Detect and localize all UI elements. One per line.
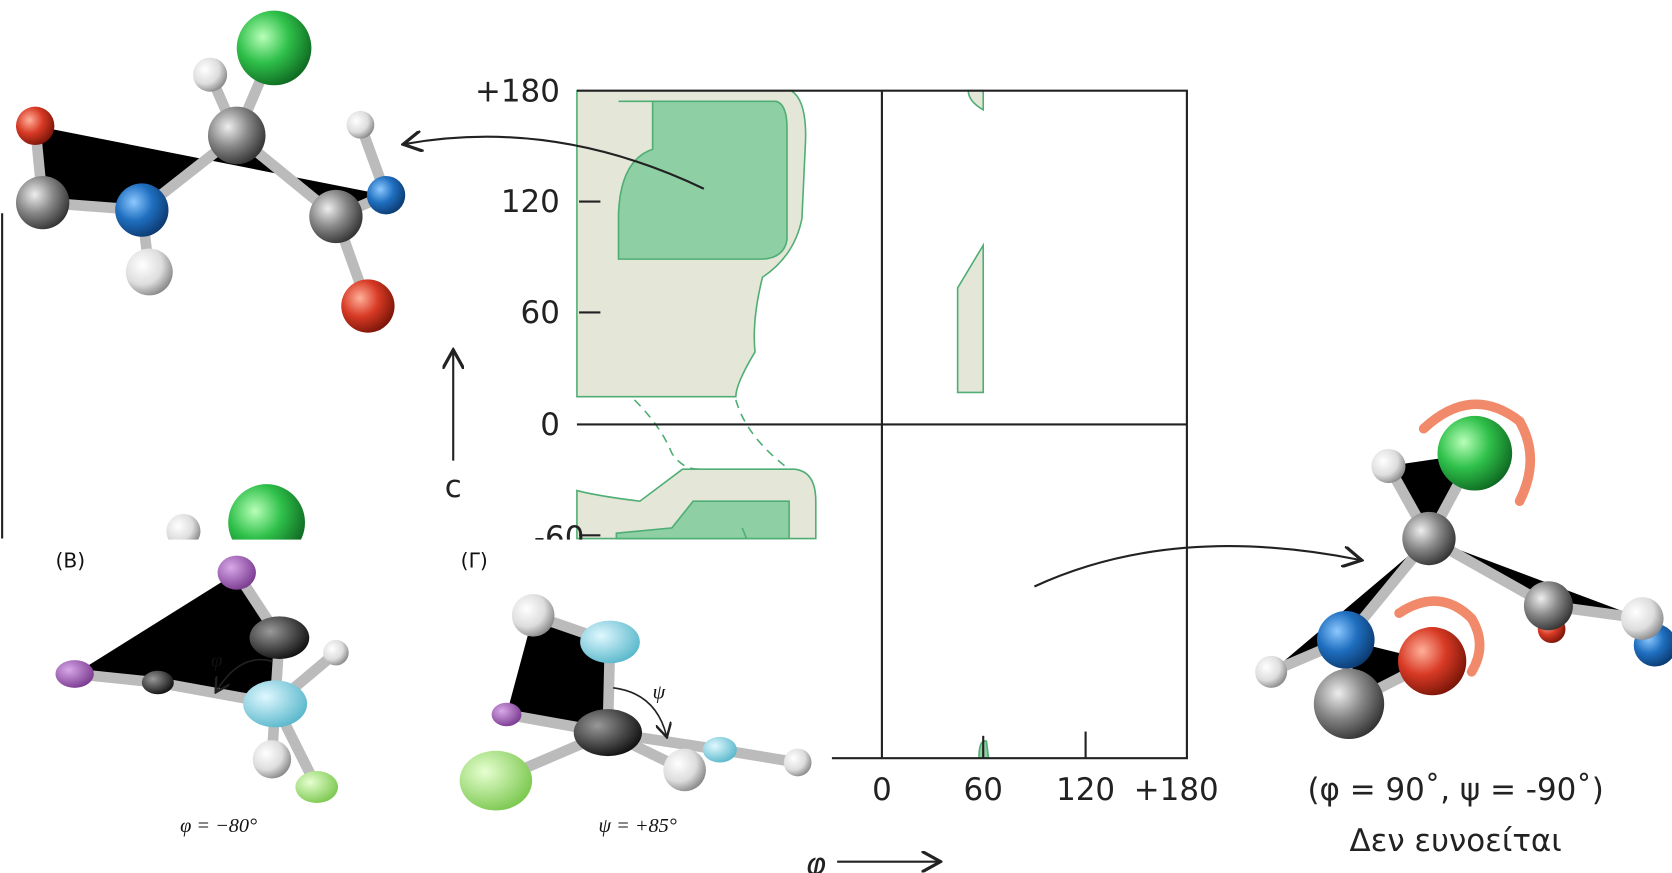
shape: [580, 621, 640, 664]
shape: [968, 91, 983, 110]
content: +180 120 60 0 -60 c 0 60 120 +180 φ (B) …: [0, 11, 1672, 873]
figure: +180 120 60 0 -60 c 0 60 120 +180 φ (B) …: [0, 0, 1672, 873]
shape: [1621, 597, 1664, 640]
shape: [126, 248, 173, 295]
shape: [784, 749, 812, 777]
x-tick-label: +180: [1134, 772, 1219, 808]
shape: [1314, 669, 1384, 739]
x-tick-label: 60: [964, 772, 1003, 808]
shape: [1317, 611, 1375, 669]
molecule-top: [16, 11, 405, 561]
y-tick-label: 0: [540, 407, 560, 443]
inset-background: [0, 540, 832, 873]
shape: [237, 11, 312, 86]
panel-label: (Γ): [461, 548, 488, 572]
shape: [16, 107, 54, 145]
angles: (φ = 90˚, ψ = -90˚): [1307, 772, 1603, 808]
shape: [574, 709, 642, 756]
shape: [115, 183, 168, 236]
shape: [635, 400, 790, 469]
shape: [958, 245, 984, 392]
x-tick-label: 0: [872, 772, 892, 808]
angle-symbol: ψ: [653, 681, 666, 703]
caption: φ = −80°: [180, 815, 257, 837]
shape: [341, 279, 394, 332]
shape: [218, 556, 256, 590]
y-tick-label: +180: [475, 73, 560, 109]
x-axis-label: φ: [806, 846, 827, 873]
shape: [309, 190, 362, 243]
shape: [1255, 656, 1287, 688]
shape: [1398, 627, 1466, 695]
shape: [512, 594, 555, 637]
mask: [0, 540, 341, 583]
shape: [1402, 512, 1455, 565]
shape: [250, 616, 310, 659]
caption: ψ = +85°: [599, 815, 677, 837]
y-axis-label: c: [445, 469, 462, 505]
shape: [492, 703, 522, 726]
shape: [323, 640, 349, 666]
shape: [460, 751, 533, 811]
shape: [347, 111, 375, 139]
panel-label: (B): [55, 548, 85, 572]
shape: [16, 176, 69, 229]
shape: [253, 740, 291, 778]
shape: [1524, 581, 1573, 630]
shape: [243, 680, 307, 727]
shape: [295, 771, 338, 803]
shape: [208, 107, 266, 165]
shape: [703, 737, 737, 763]
shape: [367, 176, 405, 214]
caption: Δεν ευνοείται: [1349, 823, 1561, 859]
page: +180 120 60 0 -60 c 0 60 120 +180 φ (B) …: [0, 0, 1672, 873]
y-tick-label: 60: [521, 295, 560, 331]
shape: [663, 749, 706, 792]
shape: [142, 671, 174, 694]
y-tick-label: 120: [501, 184, 560, 220]
shape: [1438, 416, 1513, 491]
shape: [1371, 449, 1405, 483]
shape: [193, 58, 227, 92]
molecule-right: [1255, 404, 1672, 739]
arrow: [1034, 546, 1359, 586]
x-tick-label: 120: [1056, 772, 1115, 808]
shape: [55, 660, 93, 688]
angle-symbol: φ: [211, 650, 222, 672]
